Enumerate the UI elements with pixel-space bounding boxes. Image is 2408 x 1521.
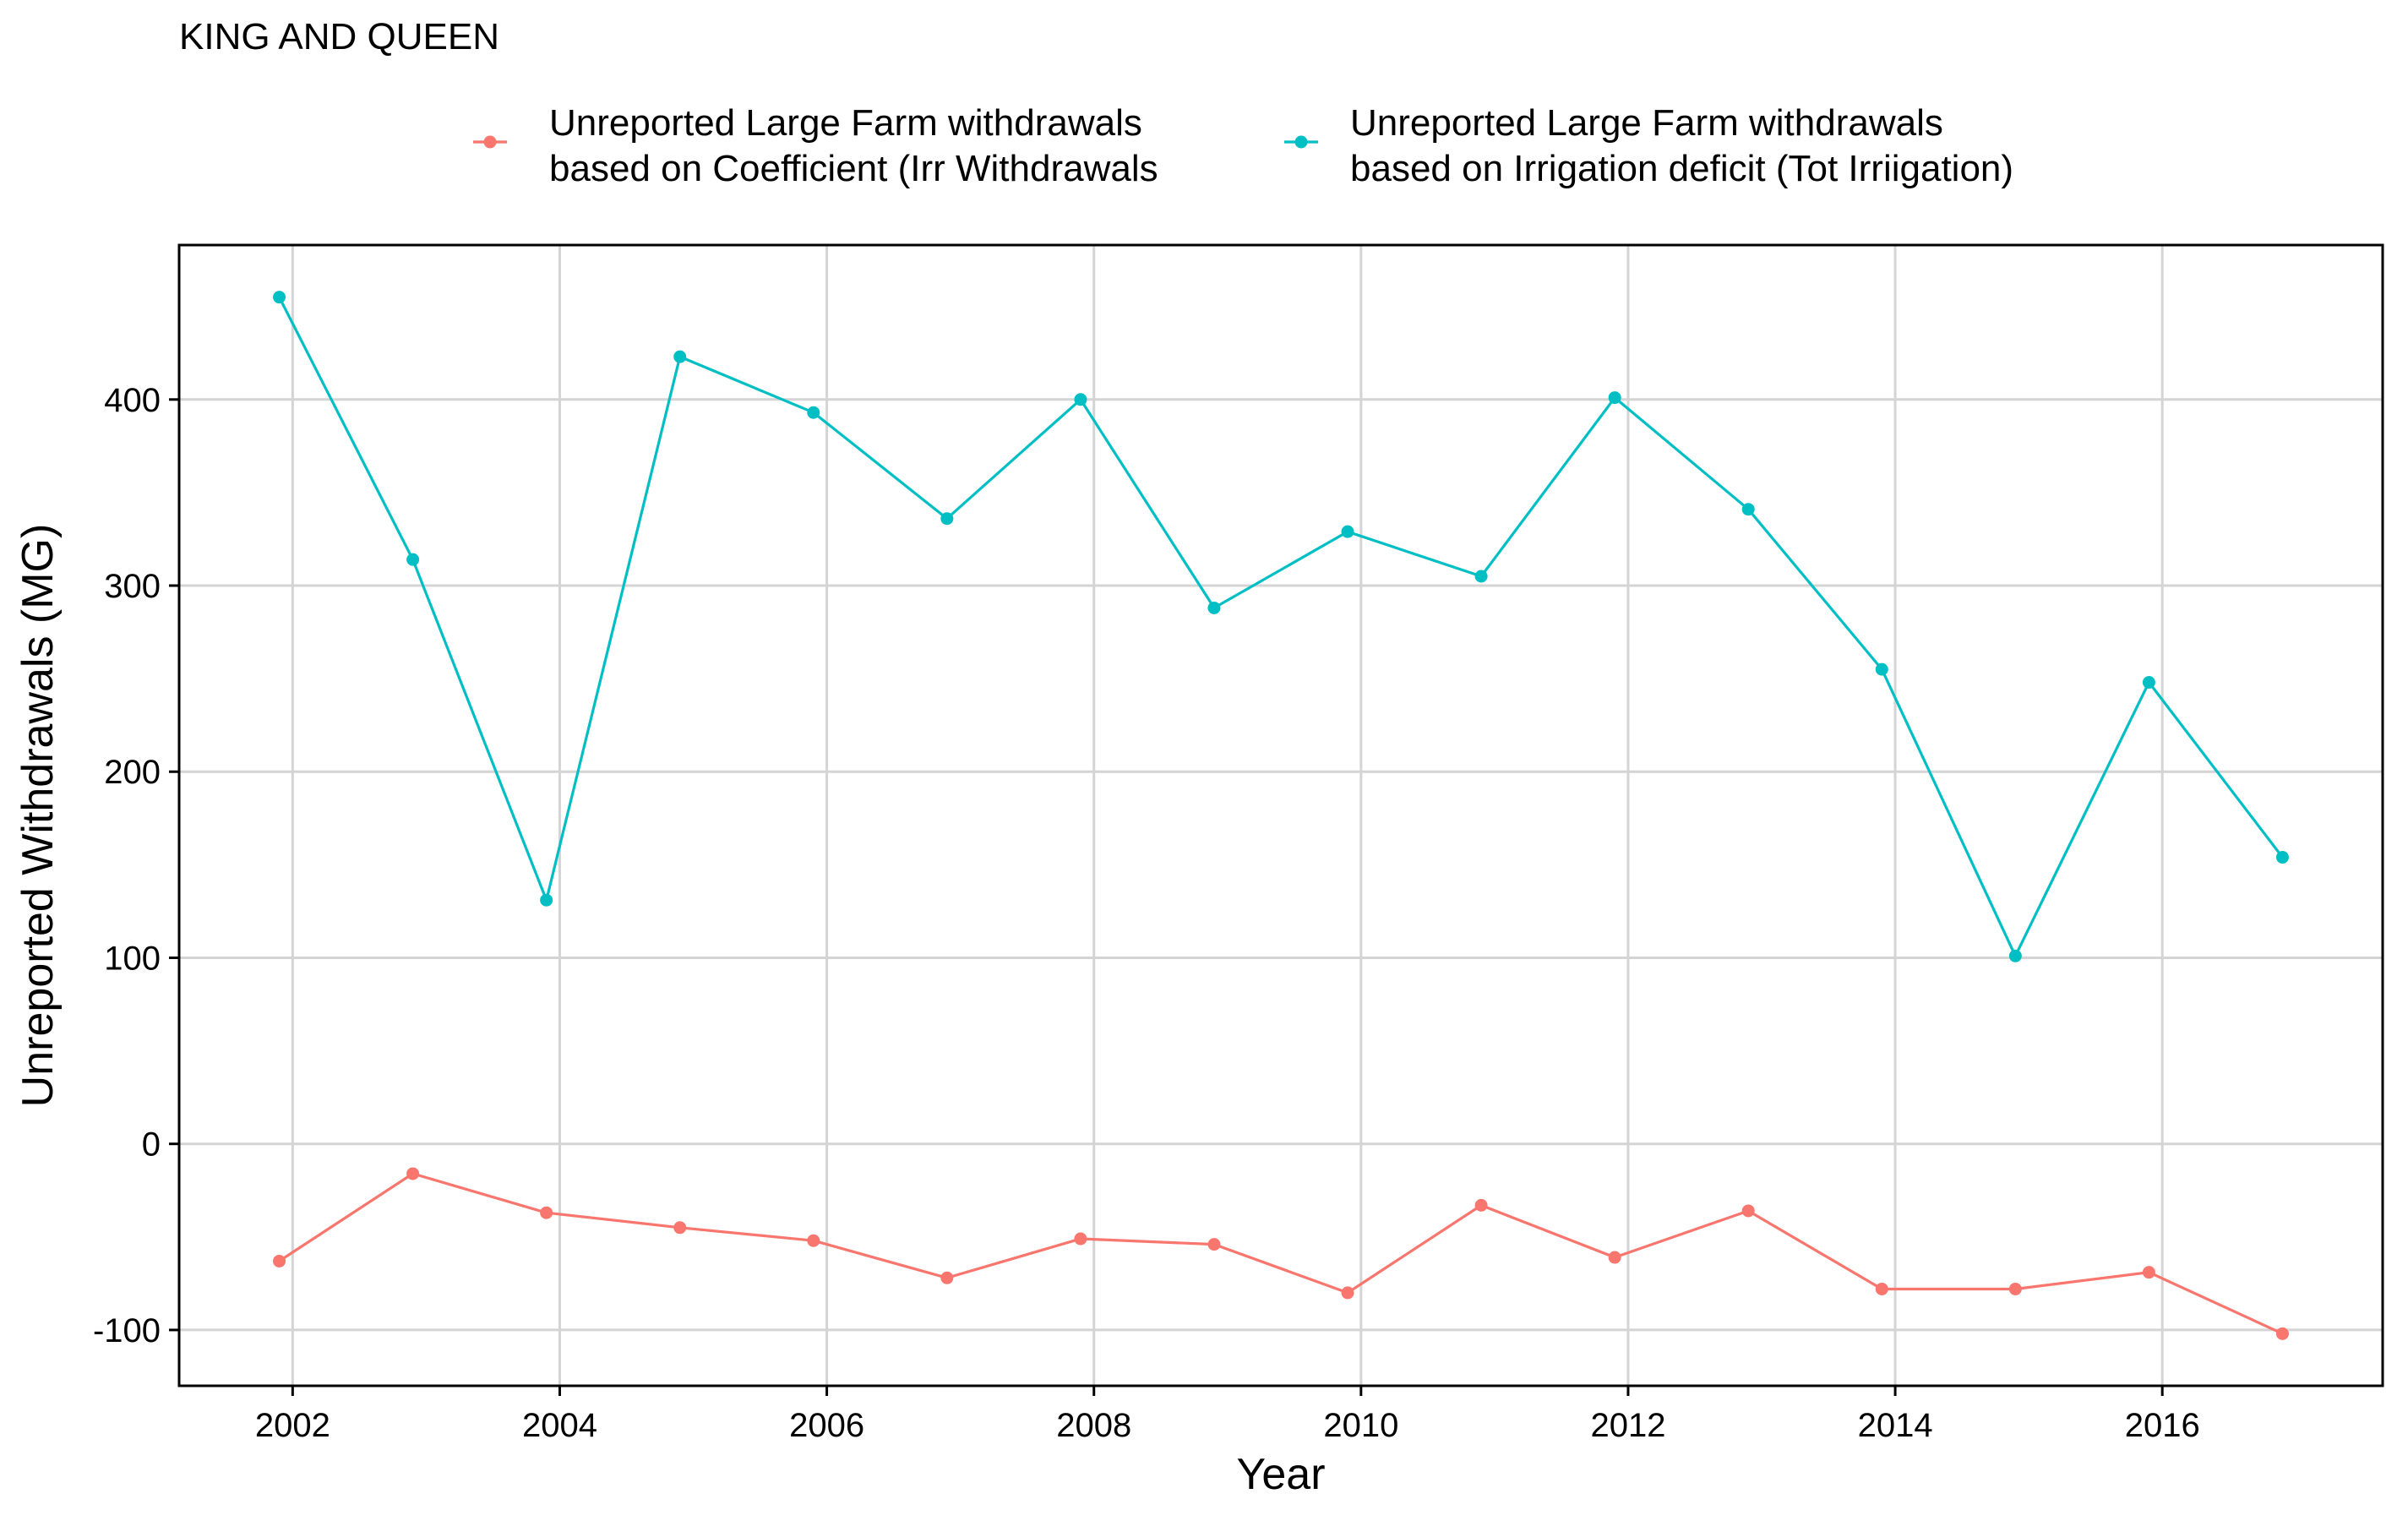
data-point: [807, 1234, 820, 1247]
data-point: [1074, 1232, 1087, 1246]
y-tick-label: 0: [142, 1126, 161, 1164]
data-point: [1608, 1251, 1621, 1264]
series-line: [277, 1172, 2285, 1335]
y-tick-label: 100: [104, 940, 161, 977]
legend-label: Unreported Large Farm withdrawals based o…: [549, 102, 1158, 189]
x-tick-label: 2002: [255, 1407, 330, 1444]
y-tick-label: 400: [104, 382, 161, 419]
legend: Unreported Large Farm withdrawals based o…: [473, 102, 2013, 189]
data-point: [1741, 1204, 1755, 1218]
x-tick-label: 2012: [1590, 1407, 1665, 1444]
data-point: [2275, 851, 2289, 864]
y-tick-label: 300: [104, 568, 161, 605]
data-point: [406, 1167, 420, 1180]
x-tick-label: 2006: [789, 1407, 864, 1444]
series-2: [273, 291, 2289, 962]
data-point: [2142, 1266, 2155, 1279]
data-point: [2275, 1327, 2289, 1340]
legend-entry-1: Unreported Large Farm withdrawals based o…: [473, 102, 1158, 189]
x-axis: 2002 2004 2006 2008 2010 2012 2014 2016: [255, 1386, 2200, 1444]
legend-label: Unreported Large Farm withdrawals based o…: [1350, 102, 2013, 189]
series-line: [277, 296, 2285, 957]
data-point: [1074, 393, 1087, 406]
y-tick-label: -100: [93, 1312, 161, 1349]
data-point: [1474, 1198, 1488, 1212]
x-tick-label: 2004: [522, 1407, 597, 1444]
data-point: [2142, 676, 2155, 690]
data-point: [1474, 570, 1488, 583]
data-point: [673, 1221, 687, 1235]
data-point: [940, 1271, 954, 1284]
x-tick-label: 2014: [1858, 1407, 1933, 1444]
data-point: [406, 553, 420, 566]
legend-entry-2: Unreported Large Farm withdrawals based o…: [1284, 102, 2013, 189]
data-point: [540, 1206, 553, 1219]
x-axis-title: Year: [1236, 1450, 1325, 1499]
data-point: [1875, 1282, 1888, 1295]
x-tick-label: 2010: [1323, 1407, 1398, 1444]
data-point: [940, 512, 954, 526]
data-point: [1341, 1286, 1354, 1300]
data-point: [1741, 503, 1755, 516]
legend-key-point: [483, 135, 497, 149]
legend-key-point: [1294, 135, 1308, 149]
y-tick-label: 200: [104, 754, 161, 791]
chart-title: KING AND QUEEN: [179, 16, 499, 57]
data-point: [540, 893, 553, 907]
data-point: [273, 1254, 286, 1268]
data-point: [1207, 1238, 1221, 1251]
data-point: [1608, 391, 1621, 405]
y-axis-title: Unreported Withdrawals (MG): [14, 524, 63, 1108]
y-axis: -100 0 100 200 300 400: [93, 382, 179, 1349]
data-point: [1207, 601, 1221, 614]
data-point: [2008, 1282, 2022, 1295]
x-tick-label: 2016: [2125, 1407, 2200, 1444]
data-point: [273, 291, 286, 304]
grid: [179, 245, 2383, 1386]
data-point: [1875, 662, 1888, 676]
data-point: [2008, 949, 2022, 962]
data-point: [673, 350, 687, 363]
series-1: [273, 1167, 2289, 1340]
x-tick-label: 2008: [1056, 1407, 1131, 1444]
plot-panel: [177, 243, 2384, 1387]
data-point: [807, 406, 820, 419]
data-point: [1341, 525, 1354, 538]
series-layer: [273, 291, 2289, 1340]
